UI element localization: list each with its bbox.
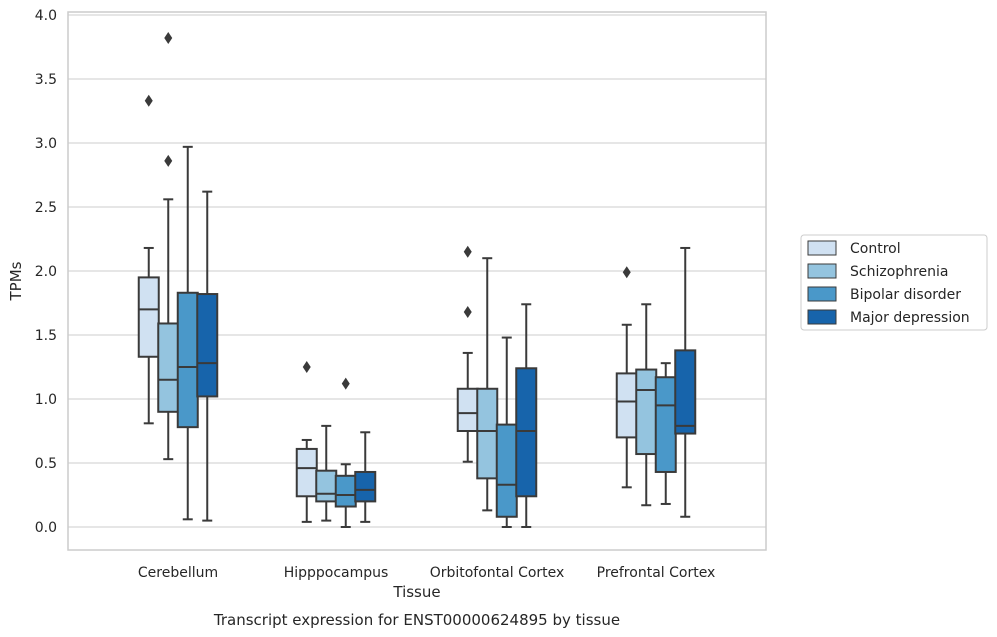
legend: Control Schizophrenia Bipolar disorder Majo… [800,234,988,331]
y-tick-label: 0.0 [35,520,57,536]
box-1-1 [315,424,338,522]
legend-swatch [807,240,837,256]
plot-background [68,12,766,550]
legend-swatch [807,309,837,325]
y-tick-label: 3.5 [35,72,57,88]
box-2-2 [495,336,518,528]
box-iqr [354,470,377,503]
box-iqr [674,349,697,435]
box-iqr [334,474,357,508]
box-1-2 [334,377,357,528]
x-axis-label: Tissue [392,583,440,601]
legend-entry-label: Control [850,241,901,257]
legend-entry-label: Bipolar disorder [850,287,961,303]
y-tick-label: 3.0 [35,136,57,152]
x-tick-label: Prefrontal Cortex [597,565,716,581]
box-0-1 [157,32,180,461]
box-iqr [635,368,658,456]
box-iqr [476,387,499,480]
x-tick-label: Hipppocampus [284,565,389,581]
outlier-point [463,305,472,318]
box-iqr [654,376,677,473]
box-1-3 [354,431,377,523]
legend-entry-label: Major depression [850,310,970,326]
box-3-3 [674,246,697,518]
box-iqr [295,447,318,498]
y-axis-label: TPMs [7,261,25,301]
box-iqr [515,367,538,498]
y-tick-label: 1.5 [35,328,57,344]
box-2-3 [515,303,538,528]
legend-entry-label: Schizophrenia [850,264,948,280]
chart-caption: Transcript expression for ENST0000062489… [213,611,620,629]
outlier-point [463,245,472,258]
box-groups [137,32,697,528]
box-iqr [137,276,160,358]
box-iqr [456,387,479,433]
y-tick-label: 2.5 [35,200,57,216]
box-iqr [157,322,180,413]
box-0-0 [137,94,160,425]
outlier-point [341,377,350,390]
x-tick-label: Orbitofontal Cortex [430,565,565,581]
outlier-point [144,94,153,107]
x-tick-label: Cerebellum [138,565,218,581]
legend-swatch [807,286,837,302]
y-tick-label: 1.0 [35,392,57,408]
box-iqr [615,372,638,439]
y-tick-label: 2.0 [35,264,57,280]
box-iqr [176,291,199,429]
y-tick-label: 4.0 [35,8,57,24]
box-iqr [315,469,338,503]
outlier-point [164,154,173,167]
box-3-1 [635,303,658,507]
box-0-2 [176,145,199,521]
y-tick-labels: 0.0 0.5 1.0 1.5 2.0 2.5 3.0 3.5 4.0 [35,8,57,536]
outlier-point [302,361,311,373]
x-tick-labels: Cerebellum Hipppocampus Orbitofontal Corte… [138,565,715,581]
plot-frame [67,11,767,551]
outlier-point [622,266,631,279]
box-0-3 [196,190,219,522]
box-iqr [495,423,518,518]
box-3-0 [615,266,638,489]
legend-swatch [807,263,837,279]
y-tick-label: 0.5 [35,456,57,472]
box-iqr [196,293,219,398]
box-1-0 [295,361,318,523]
box-2-0 [456,245,479,463]
legend-frame [800,234,988,331]
outlier-point [164,32,173,45]
